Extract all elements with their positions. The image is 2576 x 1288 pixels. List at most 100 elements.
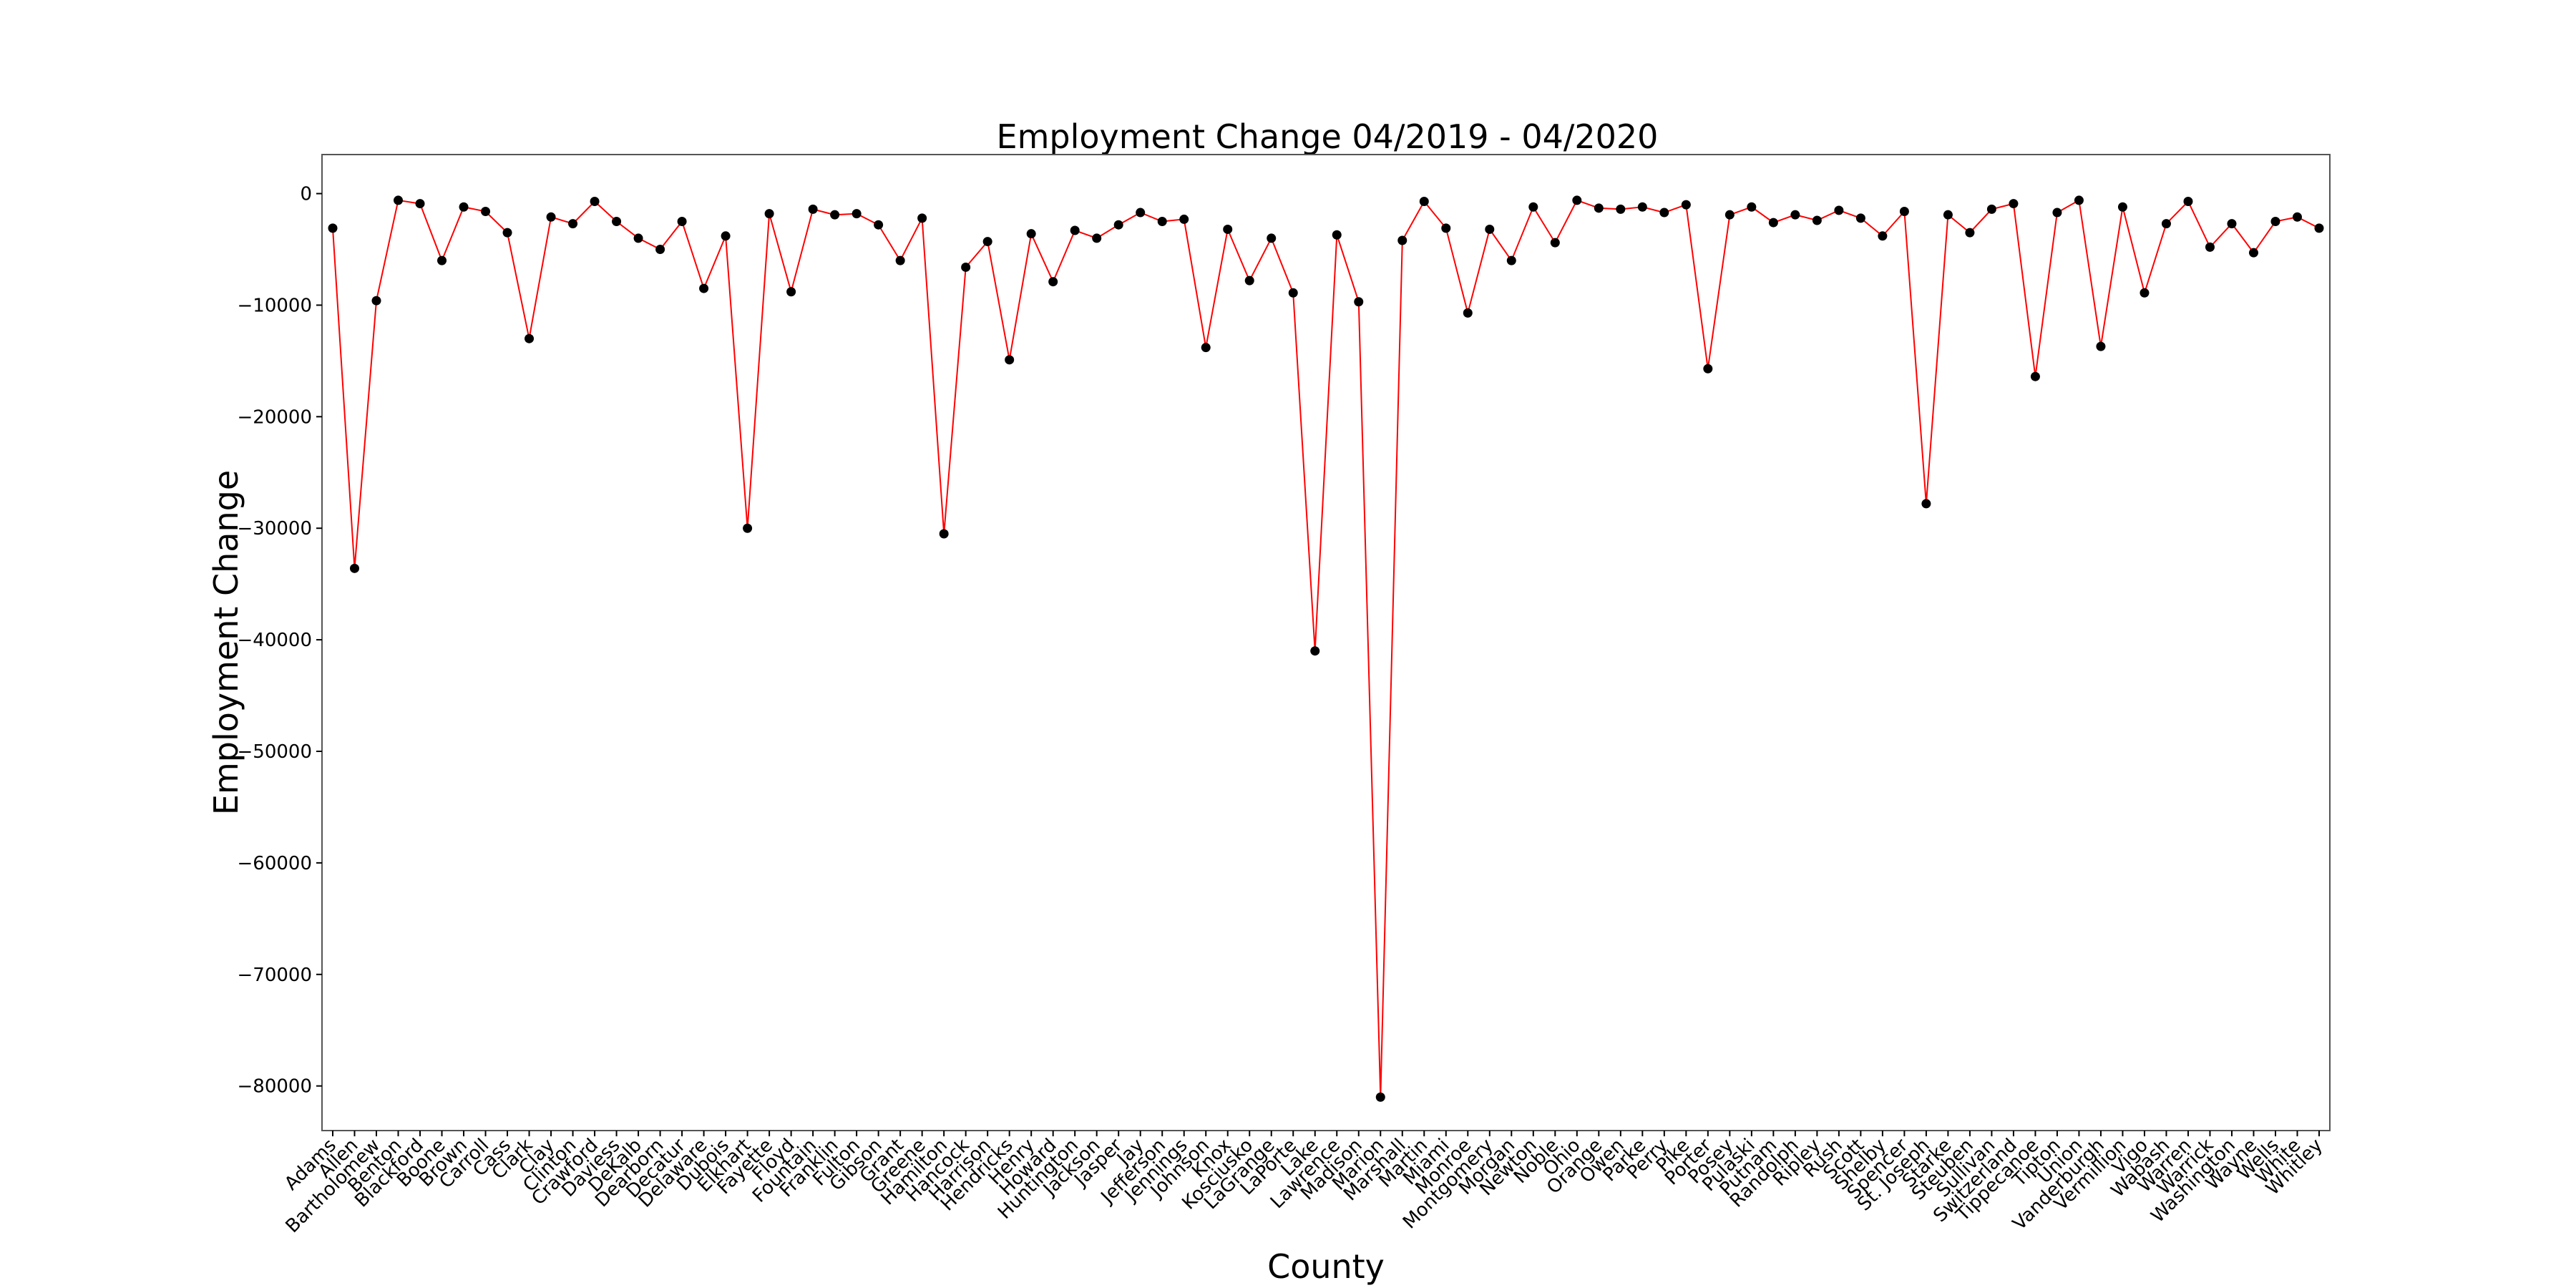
data-point <box>590 196 600 206</box>
data-point <box>895 255 905 265</box>
data-point <box>1812 215 1822 225</box>
data-point <box>1965 228 1975 238</box>
data-point <box>525 333 535 343</box>
y-tick-label: −70000 <box>238 965 313 986</box>
data-point <box>2030 371 2040 381</box>
data-point <box>1834 205 1844 215</box>
data-point <box>1201 343 1211 353</box>
data-point <box>764 209 774 219</box>
data-point <box>1310 646 1320 656</box>
data-point <box>2270 217 2280 227</box>
data-point <box>1943 210 1953 220</box>
data-point <box>1267 233 1277 243</box>
y-tick-label: −10000 <box>238 295 313 316</box>
y-axis-label: Employment Change <box>207 470 245 815</box>
series-markers <box>328 195 2324 1102</box>
data-point <box>655 245 665 255</box>
data-point <box>808 204 818 214</box>
y-tick-label: 0 <box>300 184 312 205</box>
data-point <box>1092 233 1102 243</box>
data-point <box>721 231 731 241</box>
data-point <box>1005 355 1015 365</box>
data-point <box>1747 202 1757 212</box>
data-point <box>1375 1092 1385 1102</box>
data-point <box>1026 229 1036 239</box>
chart-title: Employment Change 04/2019 - 04/2020 <box>997 117 1659 156</box>
data-point <box>1550 238 1560 248</box>
data-point <box>939 529 949 539</box>
data-point <box>1332 230 1342 240</box>
data-point <box>2074 195 2084 205</box>
data-point <box>1899 207 1909 217</box>
data-point <box>1724 210 1735 220</box>
data-point <box>1441 223 1451 233</box>
data-point <box>743 523 753 533</box>
data-point <box>1616 204 1626 214</box>
y-tick-label: −20000 <box>238 406 313 428</box>
data-point <box>1113 220 1123 230</box>
data-point <box>371 296 381 306</box>
data-point <box>2161 219 2171 229</box>
data-point <box>612 217 622 227</box>
data-point <box>2227 219 2237 229</box>
data-point <box>459 202 469 212</box>
data-point <box>2052 208 2062 218</box>
data-point <box>1768 218 1778 228</box>
data-point <box>2140 288 2150 298</box>
data-point <box>1921 499 1931 509</box>
data-point <box>481 207 491 217</box>
data-point <box>350 563 360 573</box>
data-point <box>1223 224 1233 234</box>
data-point <box>1179 214 1189 224</box>
data-point <box>1136 208 1146 218</box>
data-point <box>1703 364 1713 374</box>
y-tick-label: −60000 <box>238 853 313 874</box>
data-point <box>2292 212 2302 222</box>
data-point <box>786 287 796 297</box>
data-point <box>1681 200 1691 210</box>
data-point <box>1659 208 1669 218</box>
data-point <box>830 210 840 220</box>
data-point <box>852 209 862 219</box>
data-point <box>568 219 578 229</box>
data-point <box>961 262 971 272</box>
data-point <box>1354 297 1364 307</box>
y-tick-label: −30000 <box>238 518 313 540</box>
data-point <box>1506 255 1516 265</box>
data-point <box>1572 195 1582 205</box>
data-point <box>2314 223 2324 233</box>
y-axis: 0 −10000 −20000 −30000 −40000 −50000 −60000 −70… <box>238 184 322 1098</box>
data-point <box>1528 202 1538 212</box>
data-point <box>1397 235 1407 245</box>
data-point <box>1463 308 1473 318</box>
data-point <box>2009 199 2019 209</box>
data-point <box>1244 275 1254 286</box>
plot-frame <box>321 154 2331 1131</box>
data-point <box>1070 225 1080 235</box>
data-point <box>1485 224 1495 234</box>
data-point <box>1419 196 1429 206</box>
data-point <box>1288 288 1298 298</box>
data-point <box>2205 242 2215 252</box>
data-point <box>2183 196 2193 206</box>
data-point <box>982 237 992 247</box>
data-point <box>1637 202 1647 212</box>
data-point <box>546 212 556 222</box>
data-point <box>2248 248 2258 258</box>
y-tick-label: −80000 <box>238 1076 313 1098</box>
data-point <box>699 283 709 293</box>
x-axis: AdamsAllenBartholomewBentonBlackfordBoon… <box>280 1131 2327 1237</box>
data-point <box>1157 217 1167 227</box>
data-point <box>437 255 447 265</box>
data-point <box>2096 341 2106 351</box>
data-point <box>677 217 687 227</box>
data-point <box>1855 213 1865 223</box>
data-point <box>1594 203 1604 213</box>
y-tick-label: −50000 <box>238 741 313 763</box>
x-axis-label: County <box>1267 1247 1385 1286</box>
data-point <box>502 228 512 238</box>
data-point <box>2117 202 2127 212</box>
data-point <box>1790 210 1800 220</box>
data-point <box>328 223 338 233</box>
